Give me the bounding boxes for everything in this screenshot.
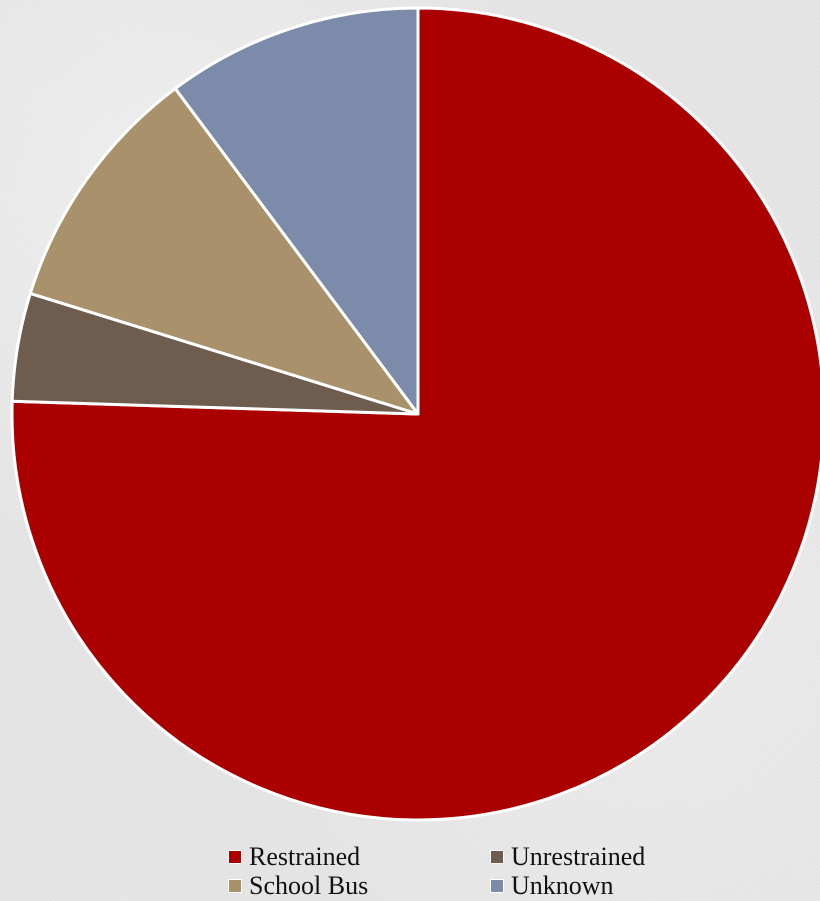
legend-label-restrained: Restrained: [249, 842, 361, 871]
legend-swatch-restrained: [228, 849, 242, 864]
legend-item-unknown: Unknown: [490, 871, 698, 900]
legend-label-unknown: Unknown: [511, 871, 614, 900]
pie-slice-school-bus: [28, 87, 420, 416]
legend-item-unrestrained: Unrestrained: [490, 842, 698, 871]
legend: Restrained Unrestrained School Bus Unkno…: [228, 842, 698, 900]
legend-swatch-unrestrained: [490, 849, 504, 864]
pie-slice-unknown: [173, 6, 420, 416]
legend-label-unrestrained: Unrestrained: [511, 842, 646, 871]
legend-swatch-unknown: [490, 878, 504, 893]
legend-item-school-bus: School Bus: [228, 871, 490, 900]
legend-item-restrained: Restrained: [228, 842, 490, 871]
legend-swatch-school-bus: [228, 878, 242, 893]
legend-label-school-bus: School Bus: [249, 871, 369, 900]
